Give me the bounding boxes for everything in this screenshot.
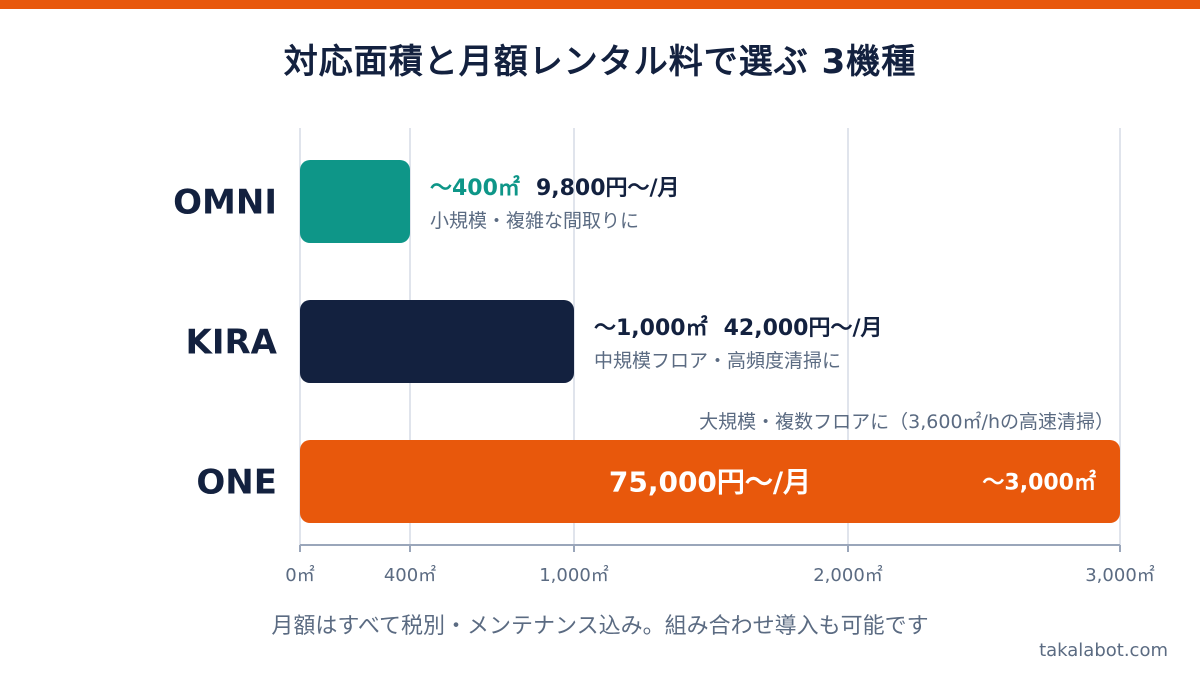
top-accent-bar (0, 0, 1200, 9)
category-label-one: ONE (196, 463, 277, 503)
category-label-omni: OMNI (173, 183, 277, 223)
x-tick-label: 1,000㎡ (539, 564, 609, 586)
area-label-kira: 〜1,000㎡ (594, 315, 708, 341)
bar-kira (300, 300, 574, 383)
chart-title: 対応面積と月額レンタル料で選ぶ 3機種 (283, 42, 917, 82)
note-kira: 中規模フロア・高頻度清掃に (594, 350, 841, 372)
x-tick-label: 400㎡ (384, 564, 436, 586)
value-labels-kira: 〜1,000㎡ 42,000円〜/月 (594, 315, 883, 341)
value-labels-omni: 〜400㎡ 9,800円〜/月 (430, 175, 680, 201)
area-label-omni: 〜400㎡ (430, 175, 520, 201)
bar-omni (300, 160, 410, 243)
x-tick-label: 3,000㎡ (1085, 564, 1155, 586)
area-label-one: 〜3,000㎡ (982, 470, 1096, 496)
note-omni: 小規模・複雑な間取りに (430, 210, 639, 232)
note-one: 大規模・複数フロアに（3,600㎡/hの高速清掃） (699, 410, 1114, 433)
bar-one (300, 440, 1120, 523)
footnote: 月額はすべて税別・メンテナンス込み。組み合わせ導入も可能です (271, 614, 929, 639)
x-tick-label: 0㎡ (285, 564, 314, 586)
category-label-kira: KIRA (186, 323, 278, 363)
price-label-omni: 9,800円〜/月 (536, 176, 680, 201)
price-label-kira: 42,000円〜/月 (724, 316, 883, 341)
price-label-one: 75,000円〜/月 (609, 466, 811, 499)
brand-url: takalabot.com (1039, 640, 1168, 661)
x-tick-label: 2,000㎡ (813, 564, 883, 586)
